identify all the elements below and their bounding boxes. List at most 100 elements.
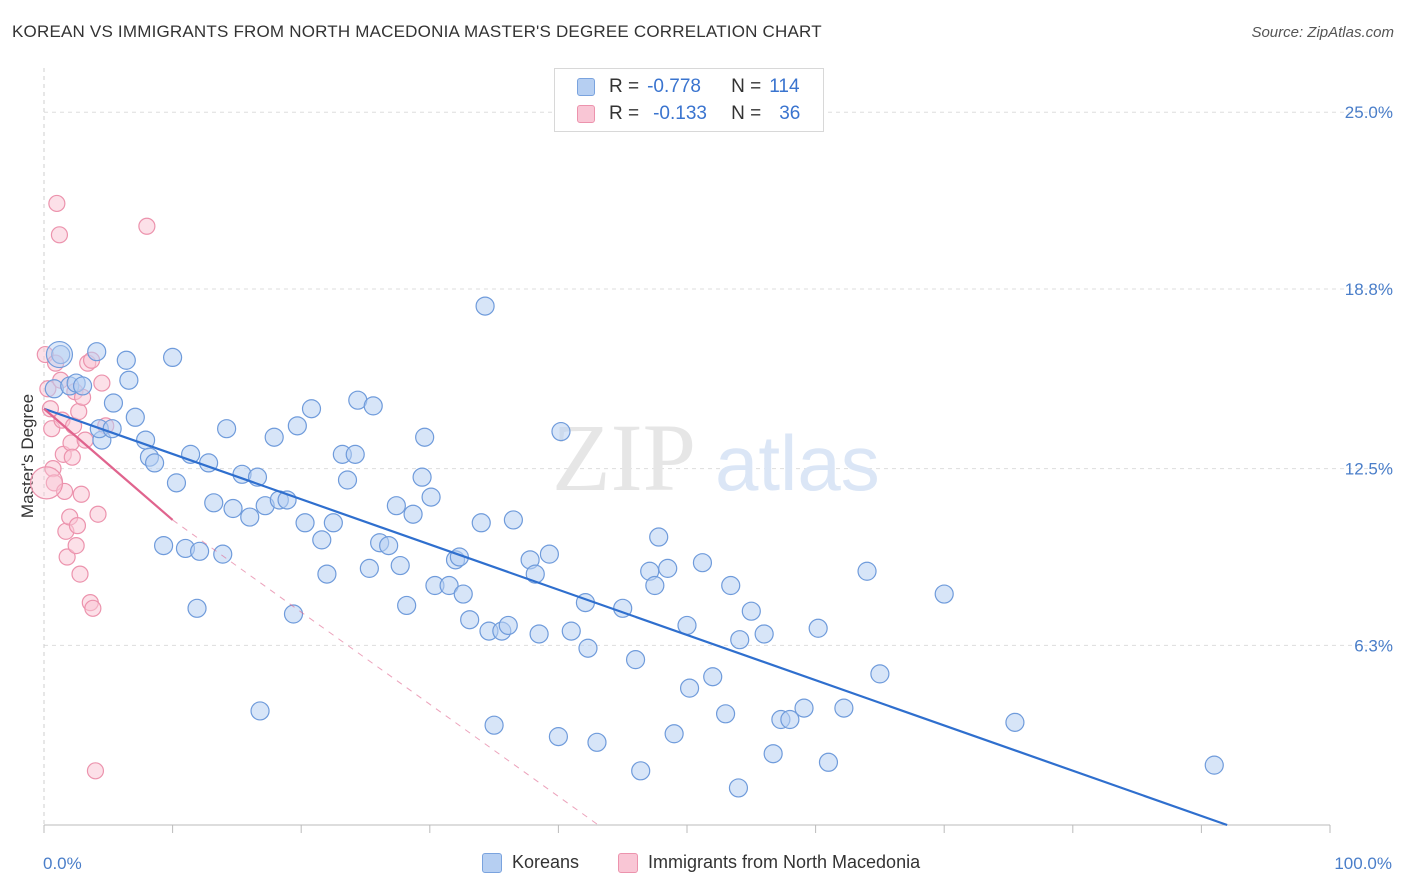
koreans-point	[45, 340, 74, 369]
immigrants-point	[86, 762, 105, 780]
koreans-point	[421, 487, 441, 507]
koreans-swatch	[482, 852, 502, 873]
source-label: Source: ZipAtlas.com	[1251, 24, 1394, 41]
r-value: -0.133	[653, 103, 707, 124]
chart-title: KOREAN VS IMMIGRANTS FROM NORTH MACEDONI…	[12, 22, 822, 41]
koreans-point	[754, 624, 774, 644]
koreans-point	[323, 513, 343, 533]
koreans-point	[460, 610, 480, 630]
koreans-point	[386, 496, 406, 516]
r-value: -0.778	[647, 76, 701, 97]
koreans-trendline	[43, 407, 1228, 827]
immigrants-point	[48, 194, 66, 213]
koreans-point	[625, 650, 646, 670]
n-label: N =	[731, 103, 762, 124]
koreans-point	[578, 638, 598, 658]
koreans-point	[692, 553, 713, 573]
koreans-point	[312, 530, 332, 550]
y-tick-labels: 6.3% 12.5% 18.8% 25.0%	[1345, 103, 1393, 655]
immigrants-trendline	[43, 407, 174, 521]
koreans-point	[780, 709, 800, 730]
koreans-point	[379, 535, 399, 556]
legend-label-koreans: Koreans	[512, 852, 580, 872]
koreans-points	[44, 296, 1224, 798]
immigrants-point	[70, 402, 88, 421]
immigrants-point	[68, 517, 87, 535]
koreans-point	[870, 664, 890, 684]
immigrants-point	[63, 448, 81, 466]
koreans-point	[163, 347, 183, 368]
koreans-point	[153, 535, 174, 556]
koreans-point	[363, 396, 383, 416]
koreans-point	[728, 778, 749, 798]
koreans-point	[51, 344, 71, 365]
koreans-point	[471, 513, 491, 533]
koreans-point	[87, 342, 107, 362]
koreans-point	[403, 504, 423, 524]
koreans-point	[645, 575, 665, 596]
koreans-swatch	[577, 78, 595, 96]
koreans-point	[190, 541, 210, 561]
koreans-point	[250, 701, 270, 721]
koreans-point	[808, 618, 828, 638]
stats-legend: R = -0.778 N = 114 R = -0.133 N = 36	[554, 68, 824, 132]
immigrants-swatch	[618, 852, 638, 873]
legend-row-koreans: R = -0.778 N = 114	[577, 75, 800, 99]
y-tick-label: 18.8%	[1345, 280, 1393, 299]
koreans-point	[548, 727, 569, 747]
x-tick-label: 100.0%	[1334, 854, 1392, 873]
koreans-point	[144, 453, 165, 473]
koreans-point	[475, 296, 495, 316]
koreans-point	[794, 698, 814, 718]
koreans-point	[295, 513, 315, 533]
koreans-point	[587, 732, 607, 752]
immigrants-point	[138, 217, 156, 235]
koreans-point	[359, 558, 379, 578]
koreans-point	[1005, 712, 1025, 732]
r-label: R =	[609, 103, 640, 124]
n-value: 36	[779, 103, 801, 124]
legend-item-koreans[interactable]: Koreans	[482, 852, 579, 873]
koreans-point	[763, 744, 783, 764]
watermark-zip: ZIP	[552, 404, 696, 511]
koreans-point	[217, 419, 237, 439]
r-label: R =	[609, 76, 640, 97]
legend-item-immigrants[interactable]: Immigrants from North Macedonia	[618, 852, 920, 873]
koreans-point	[103, 393, 124, 413]
koreans-point	[1204, 755, 1224, 775]
koreans-point	[631, 761, 651, 781]
koreans-point	[525, 564, 545, 584]
koreans-point	[658, 558, 678, 578]
legend-row-immigrants: R = -0.133 N = 36	[577, 102, 800, 126]
immigrants-point	[89, 505, 107, 523]
koreans-point	[240, 507, 260, 527]
immigrants-point	[93, 374, 111, 392]
koreans-point	[857, 561, 877, 581]
immigrants-point	[50, 226, 69, 244]
n-value: 114	[769, 76, 800, 97]
series-legend: Koreans Immigrants from North Macedonia	[0, 852, 1406, 876]
koreans-point	[283, 604, 304, 624]
koreans-point	[287, 416, 307, 436]
immigrants-point	[71, 565, 89, 583]
koreans-point	[703, 667, 723, 687]
koreans-point	[439, 575, 459, 596]
immigrants-point	[55, 482, 74, 501]
immigrants-point	[58, 548, 76, 566]
koreans-point	[539, 544, 559, 564]
watermark-atlas: atlas	[715, 419, 880, 507]
koreans-point	[818, 752, 839, 772]
koreans-point	[679, 678, 700, 698]
koreans-point	[264, 427, 284, 447]
koreans-point	[116, 350, 136, 370]
koreans-point	[390, 555, 410, 576]
watermark: ZIP atlas	[552, 404, 880, 511]
koreans-point	[166, 473, 187, 493]
koreans-point	[649, 527, 669, 547]
y-tick-label: 6.3%	[1354, 636, 1393, 655]
immigrants-point	[72, 485, 90, 503]
koreans-point	[337, 470, 358, 490]
legend-label-immigrants: Immigrants from North Macedonia	[648, 852, 921, 872]
koreans-point	[397, 595, 417, 616]
